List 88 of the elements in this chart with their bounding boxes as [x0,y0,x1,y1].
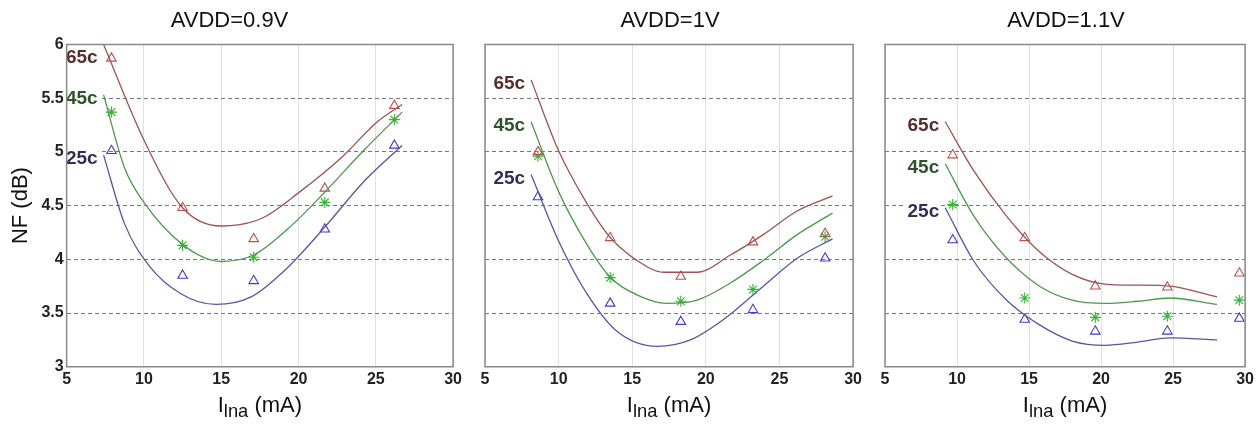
line-series [102,144,403,306]
point [318,196,331,209]
point [532,145,544,156]
point [319,223,331,233]
point [1162,325,1173,335]
point [747,236,759,246]
x-tick-label: 5 [480,369,490,387]
x-tick-label: 20 [696,369,715,387]
point [819,252,831,262]
x-tick-label: 15 [623,369,642,387]
x-tick-label: 25 [770,369,789,387]
point [388,113,401,126]
x-tick-label: 20 [1092,369,1111,387]
point [1234,312,1245,322]
point [1161,310,1174,323]
y-axis-title: NF (dB) [7,167,33,245]
x-tick-label: 25 [1164,369,1183,387]
series-label: 45c [493,114,526,136]
y-tick-label: 3.5 [41,303,64,321]
point [747,303,759,314]
y-tick-label: 4.5 [41,196,64,214]
line-series [102,94,403,263]
x-tick-label: 20 [289,369,308,387]
point [1089,280,1101,290]
point [177,201,188,212]
point [247,251,260,264]
point [1234,267,1245,277]
point [1089,311,1102,324]
x-tick-label: 5 [880,369,890,387]
point [819,227,831,237]
x-axis-title: I$_{lna}$ (mA) [217,392,303,423]
point [176,239,189,252]
point [1019,313,1031,323]
series-label: 65c [65,45,99,67]
point [105,106,118,119]
series-label: 25c [65,147,99,169]
point [946,198,959,211]
point [532,190,544,201]
point [1019,231,1031,242]
series-label: 45c [907,155,940,177]
chart-title: AVDD=1V [620,7,720,33]
x-tick-label: 10 [948,369,967,387]
point [1089,325,1101,335]
y-tick-label: 4 [54,249,64,267]
point [947,149,959,159]
x-tick-label: 30 [1236,369,1255,387]
x-tick-label: 30 [444,369,463,387]
point [177,269,188,279]
x-axis-title: I$_{lna}$ (mA) [626,392,712,423]
x-tick-label: 25 [366,369,385,387]
x-tick-label: 15 [1020,369,1039,387]
y-tick-label: 5 [54,142,64,160]
point [604,231,616,242]
point [675,270,687,280]
point [675,315,687,325]
chart-title: AVDD=1.1V [1007,7,1126,33]
point [819,230,832,243]
y-tick-label: 6 [54,34,64,52]
y-tick-label: 5.5 [41,88,64,106]
point [1018,291,1031,305]
point [947,233,959,244]
point [389,99,400,109]
x-tick-label: 10 [549,369,568,387]
series-label: 25c [493,166,526,188]
point [248,232,259,243]
line-series [102,44,403,227]
series-label: 45c [65,87,99,109]
point [674,295,687,308]
series-label: 65c [493,72,526,94]
point [1162,281,1173,291]
point [746,283,760,296]
point [604,297,616,307]
point [389,139,400,149]
point [531,150,545,163]
series-label: 25c [907,199,940,221]
point [106,144,117,155]
x-tick-label: 10 [135,369,153,387]
y-tick-label: 3 [54,357,64,375]
point [1233,294,1246,307]
x-tick-label: 15 [212,369,231,387]
chart-title: AVDD=0.9V [170,7,289,33]
point [248,274,259,285]
point [319,182,331,192]
x-tick-label: 30 [844,369,863,387]
x-axis-title: I$_{lna}$ (mA) [1022,392,1108,423]
point [106,52,117,62]
point [604,271,617,284]
series-label: 65c [907,114,940,136]
